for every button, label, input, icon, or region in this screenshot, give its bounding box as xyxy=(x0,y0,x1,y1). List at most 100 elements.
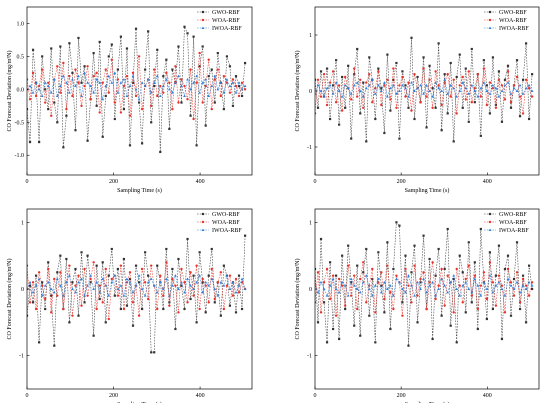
legend-label-IWOA-RBF: IWOA-RBF xyxy=(499,228,529,234)
data-point-GWO-RBF xyxy=(119,35,122,38)
data-point-GWO-RBF xyxy=(165,58,168,61)
data-point-GWO-RBF xyxy=(392,267,395,271)
data-point-WOA-RBF xyxy=(431,106,434,110)
data-point-WOA-RBF xyxy=(319,95,323,98)
data-point-WOA-RBF xyxy=(476,73,480,76)
data-point-GWO-RBF xyxy=(134,264,138,267)
data-point-IWOA-RBF xyxy=(177,287,180,290)
data-point-GWO-RBF xyxy=(392,78,395,81)
data-point-IWOA-RBF xyxy=(370,78,374,81)
data-point-WOA-RBF xyxy=(71,314,74,317)
data-point-IWOA-RBF xyxy=(174,274,177,277)
chart-panel-2: -1 0 1 0 200 400 Sampling Time (s) CO Forecast … xyxy=(294,6,540,194)
data-point-IWOA-RBF xyxy=(346,86,350,90)
data-point-IWOA-RBF xyxy=(146,280,150,284)
data-point-WOA-RBF xyxy=(377,70,380,73)
data-point-GWO-RBF xyxy=(192,274,195,277)
data-point-GWO-RBF xyxy=(50,294,53,297)
data-point-GWO-RBF xyxy=(168,127,171,130)
data-point-WOA-RBF xyxy=(143,281,147,284)
data-point-IWOA-RBF xyxy=(382,81,386,84)
data-point-IWOA-RBF xyxy=(467,287,471,290)
data-point-WOA-RBF xyxy=(183,84,186,88)
data-point-GWO-RBF xyxy=(68,42,71,45)
data-point-IWOA-RBF xyxy=(228,287,232,290)
data-point-IWOA-RBF xyxy=(40,294,44,297)
data-point-IWOA-RBF xyxy=(334,287,338,290)
data-point-GWO-RBF xyxy=(401,70,404,73)
data-point-GWO-RBF xyxy=(331,84,335,87)
data-point-IWOA-RBF xyxy=(55,94,59,97)
data-point-IWOA-RBF xyxy=(458,89,462,92)
data-point-GWO-RBF xyxy=(350,137,353,140)
data-point-IWOA-RBF xyxy=(316,83,320,87)
y-axis-title: CO Forecast Deviation (mg/m³N) xyxy=(294,259,301,340)
series-IWOA-RBF xyxy=(315,274,534,297)
data-point-GWO-RBF xyxy=(506,254,510,257)
data-point-IWOA-RBF xyxy=(149,277,153,280)
data-point-IWOA-RBF xyxy=(167,87,171,91)
data-point-IWOA-RBF xyxy=(455,95,459,98)
data-point-GWO-RBF xyxy=(395,221,398,224)
data-point-GWO-RBF xyxy=(44,307,47,311)
data-point-GWO-RBF xyxy=(86,139,89,142)
data-point-GWO-RBF xyxy=(455,341,458,344)
data-point-WOA-RBF xyxy=(416,294,419,297)
legend-marker-IWOA-RBF xyxy=(488,228,492,231)
data-point-IWOA-RBF xyxy=(458,294,462,297)
data-point-IWOA-RBF xyxy=(325,86,329,90)
data-point-IWOA-RBF xyxy=(476,284,480,287)
data-point-GWO-RBF xyxy=(479,134,482,137)
data-point-GWO-RBF xyxy=(467,120,470,123)
data-point-IWOA-RBF xyxy=(119,284,123,287)
data-point-WOA-RBF xyxy=(153,68,156,71)
data-point-IWOA-RBF xyxy=(404,290,407,294)
data-point-GWO-RBF xyxy=(413,244,416,247)
data-point-IWOA-RBF xyxy=(198,274,202,277)
data-point-GWO-RBF xyxy=(335,59,338,62)
data-point-WOA-RBF xyxy=(146,297,150,301)
data-point-WOA-RBF xyxy=(116,294,120,297)
data-point-GWO-RBF xyxy=(365,247,368,251)
data-point-IWOA-RBF xyxy=(322,287,326,290)
x-tick-label: 0 xyxy=(26,179,29,185)
data-point-WOA-RBF xyxy=(225,284,229,287)
data-point-IWOA-RBF xyxy=(479,86,483,90)
data-point-IWOA-RBF xyxy=(128,84,132,88)
data-point-WOA-RBF xyxy=(156,94,159,98)
data-point-IWOA-RBF xyxy=(385,287,389,290)
legend-label-WOA-RBF: WOA-RBF xyxy=(212,220,240,226)
data-point-GWO-RBF xyxy=(234,311,238,314)
data-point-IWOA-RBF xyxy=(231,81,235,84)
data-point-WOA-RBF xyxy=(62,61,65,65)
data-point-GWO-RBF xyxy=(243,61,247,65)
data-point-GWO-RBF xyxy=(116,68,119,71)
data-point-GWO-RBF xyxy=(452,140,455,143)
y-tick-label: -1.0 xyxy=(15,153,25,159)
data-point-IWOA-RBF xyxy=(243,287,247,290)
data-point-GWO-RBF xyxy=(470,47,473,51)
data-point-GWO-RBF xyxy=(356,47,359,51)
data-point-GWO-RBF xyxy=(92,334,95,337)
data-point-IWOA-RBF xyxy=(322,95,326,98)
data-point-WOA-RBF xyxy=(186,98,189,101)
data-point-IWOA-RBF xyxy=(219,280,223,284)
data-point-IWOA-RBF xyxy=(177,74,180,78)
data-point-IWOA-RBF xyxy=(231,280,235,284)
data-point-WOA-RBF xyxy=(464,98,467,101)
data-point-IWOA-RBF xyxy=(49,91,53,94)
data-point-WOA-RBF xyxy=(89,98,92,101)
data-point-IWOA-RBF xyxy=(388,284,392,287)
data-point-GWO-RBF xyxy=(65,114,68,117)
data-point-GWO-RBF xyxy=(177,257,180,261)
data-point-GWO-RBF xyxy=(216,52,219,55)
data-point-WOA-RBF xyxy=(174,65,177,68)
data-point-IWOA-RBF xyxy=(379,89,383,92)
data-point-GWO-RBF xyxy=(222,108,225,111)
data-point-WOA-RBF xyxy=(353,67,356,70)
data-point-WOA-RBF xyxy=(515,271,519,274)
data-point-IWOA-RBF xyxy=(470,290,474,294)
data-point-IWOA-RBF xyxy=(204,77,208,81)
data-point-WOA-RBF xyxy=(43,297,47,301)
data-point-IWOA-RBF xyxy=(104,284,108,287)
